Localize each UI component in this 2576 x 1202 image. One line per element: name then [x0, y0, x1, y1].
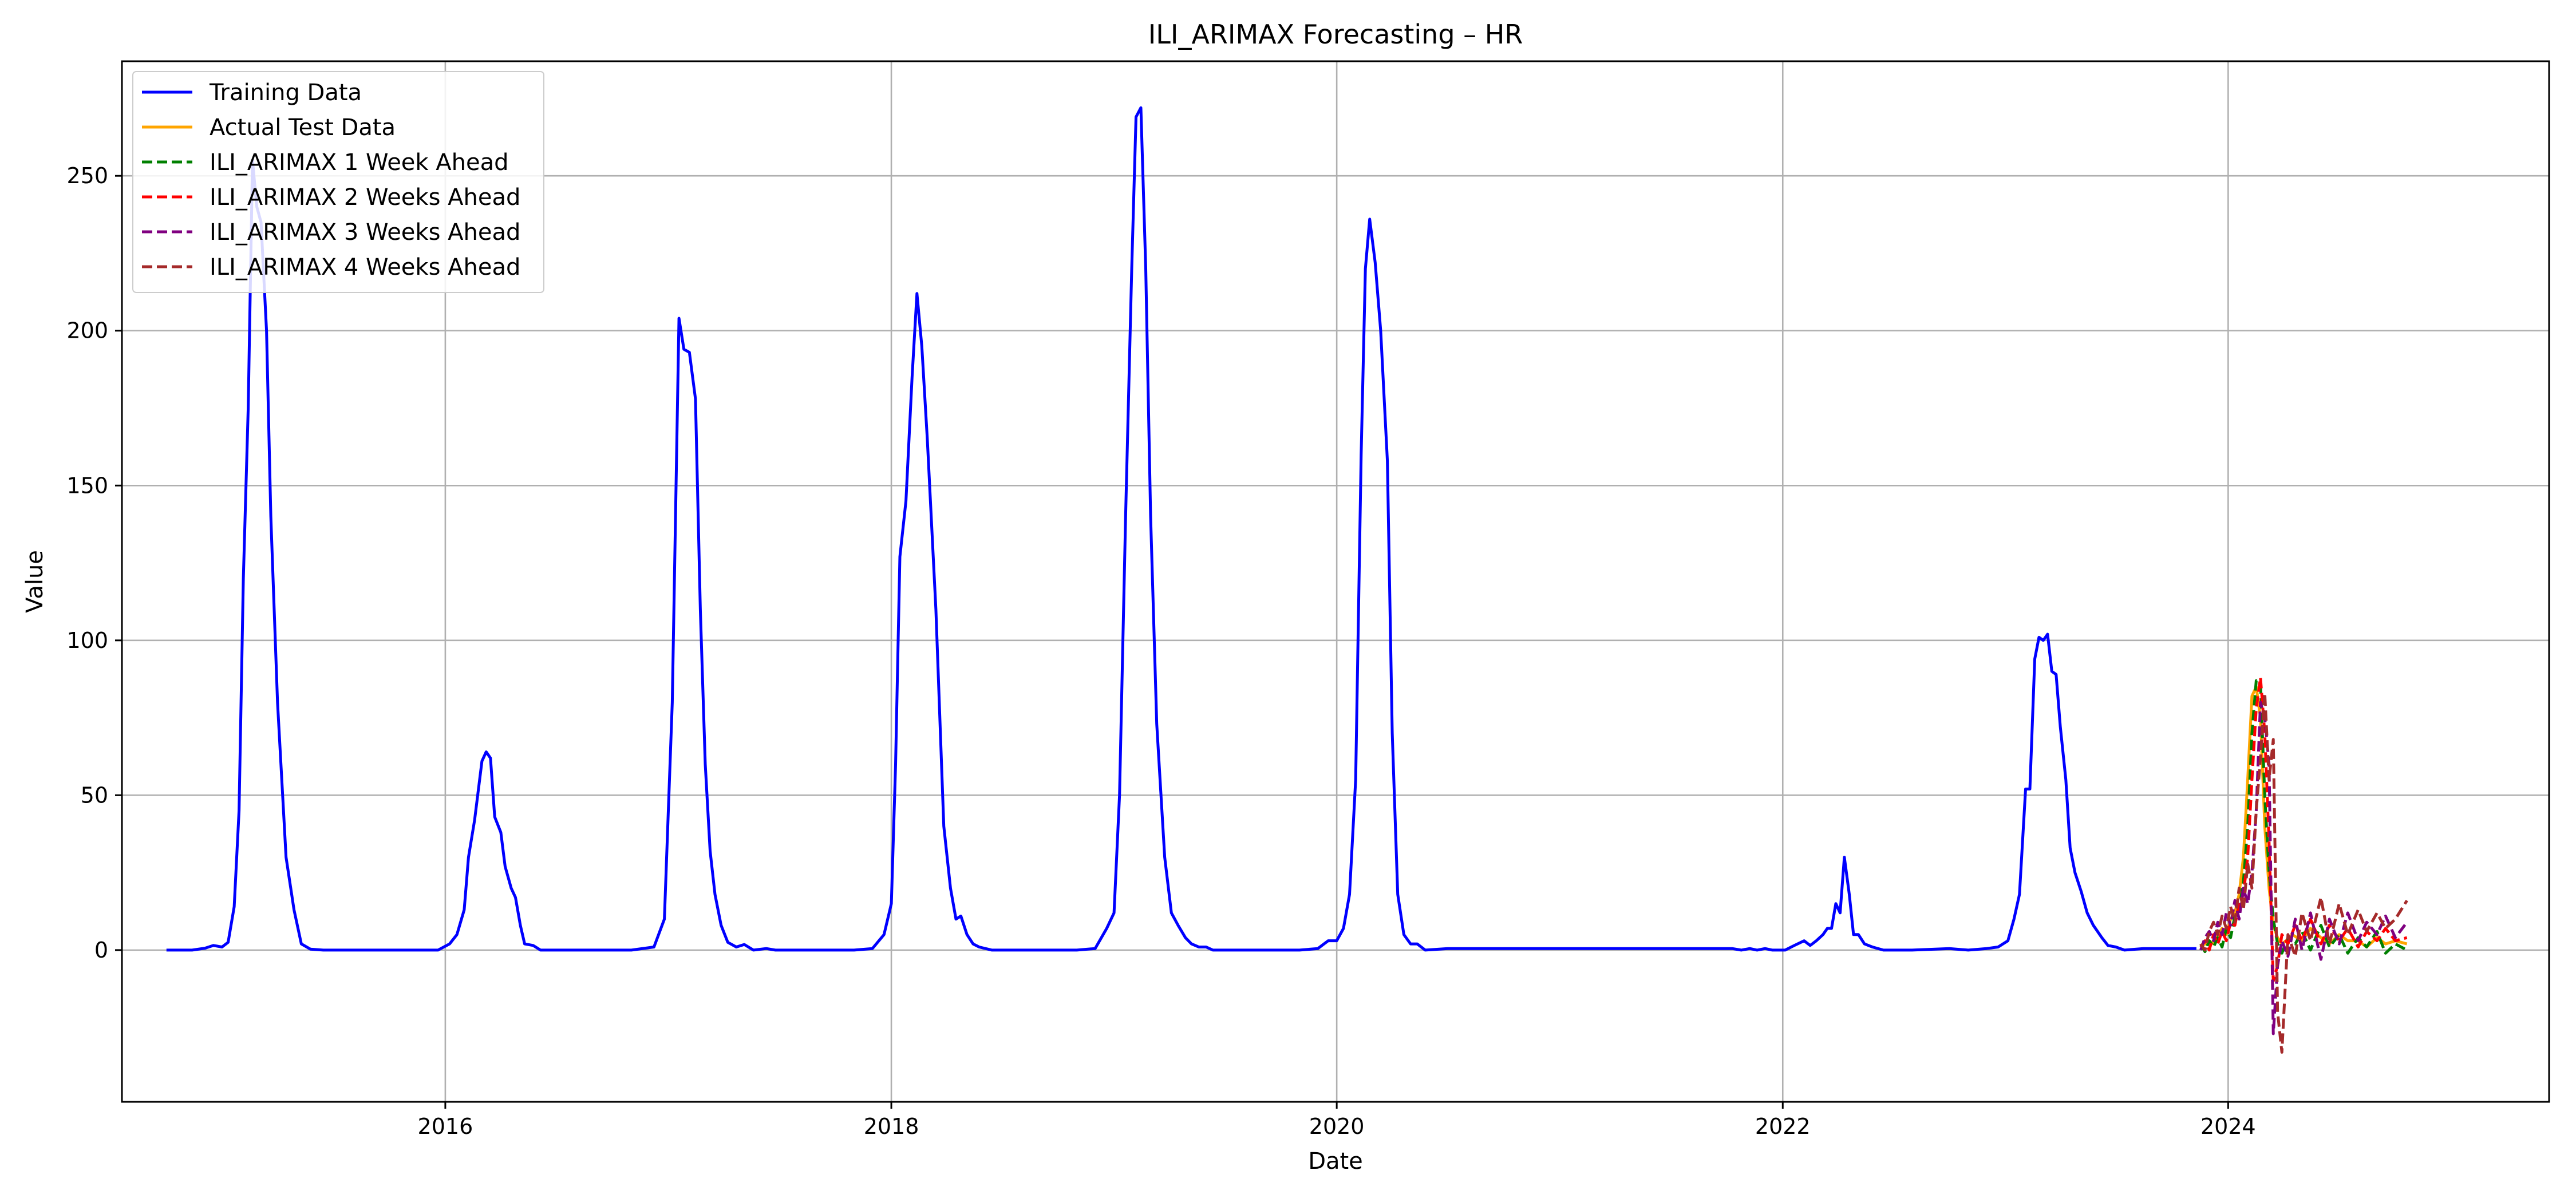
x-tick-label: 2020	[1309, 1114, 1365, 1139]
y-tick-label: 200	[66, 318, 108, 343]
x-tick-label: 2022	[1755, 1114, 1811, 1139]
series-line-3	[2199, 676, 2408, 983]
x-axis-label: Date	[1308, 1148, 1363, 1175]
legend-label: ILI_ARIMAX 2 Weeks Ahead	[210, 184, 520, 211]
legend-label: ILI_ARIMAX 1 Week Ahead	[210, 149, 509, 176]
y-tick-label: 100	[66, 628, 108, 653]
plot-area-frame	[121, 60, 2550, 1103]
y-tick-label: 150	[66, 473, 108, 498]
series-line-4	[2199, 701, 2408, 1035]
series-line-5	[2199, 691, 2408, 1054]
y-tick-label: 250	[66, 163, 108, 188]
tick-layer: 2016 2018 2020 2022 2024 0 50 100 150 200 250	[66, 163, 2255, 1139]
legend-label: ILI_ARIMAX 4 Weeks Ahead	[210, 254, 520, 280]
x-tick-label: 2016	[418, 1114, 473, 1139]
y-tick-label: 50	[81, 782, 108, 808]
x-tick-label: 2024	[2200, 1114, 2256, 1139]
legend: Training Data Actual Test Data ILI_ARIMAX …	[132, 71, 544, 293]
y-tick-label: 0	[94, 938, 108, 963]
legend-label: Training Data	[209, 80, 362, 106]
series-layer	[166, 106, 2408, 1054]
legend-box	[132, 71, 544, 293]
chart-title: ILI_ARIMAX Forecasting – HR	[1148, 19, 1523, 50]
legend-label: ILI_ARIMAX 3 Weeks Ahead	[210, 219, 520, 246]
legend-label: Actual Test Data	[210, 114, 396, 141]
series-line-0	[166, 106, 2196, 952]
y-axis-label: Value	[22, 550, 48, 613]
x-tick-label: 2018	[864, 1114, 919, 1139]
